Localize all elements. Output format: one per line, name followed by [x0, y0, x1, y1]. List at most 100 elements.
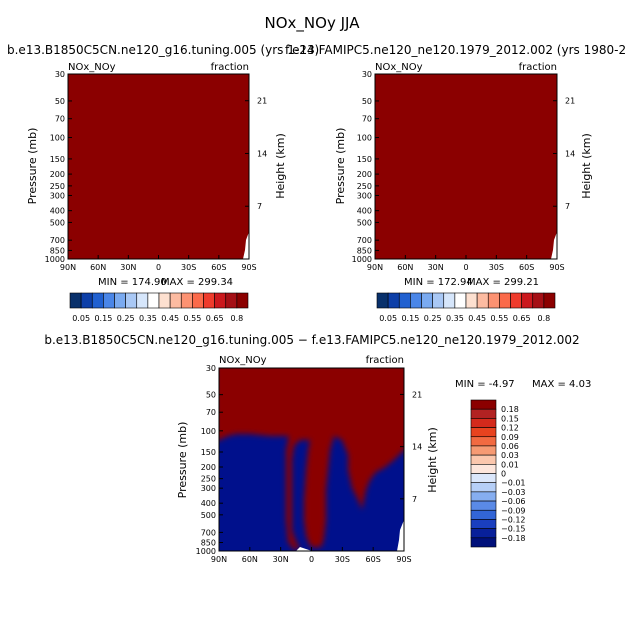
- diff-colorbar-label: 0.12: [501, 424, 519, 433]
- diff-height-tick-label: 7: [412, 495, 417, 504]
- right-y-tick-label: 400: [357, 207, 372, 216]
- right-colorbar-cell: [376, 292, 389, 309]
- diff-colorbar-label: 0: [501, 470, 506, 479]
- left-y-tick-label: 1000: [45, 255, 65, 264]
- diff-y-tick-label: 850: [201, 539, 216, 548]
- diff-colorbar-cell: [470, 482, 497, 493]
- right-colorbar-label: 0.25: [424, 314, 442, 323]
- left-colorbar-cell: [136, 292, 149, 309]
- left-x-tick-labels: 90N 60N 30N 0 30S 60S 90S: [60, 255, 257, 272]
- right-y-tick-label: 850: [357, 246, 372, 255]
- left-y-tick-label: 850: [50, 246, 65, 255]
- left-colorbar-label: 0.45: [161, 314, 179, 323]
- left-colorbar-cell: [103, 292, 115, 309]
- diff-y-tick-label: 400: [201, 499, 216, 508]
- left-colorbar-cell: [147, 292, 160, 309]
- diff-colorbar-label: 0.06: [501, 442, 519, 451]
- diff-y-tick-label: 200: [201, 463, 216, 472]
- diff-surface-mask-mid: [296, 547, 312, 551]
- left-x-tick-label: 60N: [90, 263, 106, 272]
- diff-colorbar: [470, 399, 497, 548]
- left-x-tick-label: 0: [156, 263, 161, 272]
- left-colorbar-cell: [236, 292, 249, 309]
- diff-y-tick-label: 500: [201, 511, 216, 520]
- left-height-tick-label: 21: [257, 97, 267, 106]
- left-y-axis-label: Pressure (mb): [26, 128, 39, 205]
- diff-height-tick-label: 21: [412, 390, 422, 399]
- right-height-tick-label: 21: [565, 97, 575, 106]
- right-height-tick-labels: 21 14 7: [553, 97, 575, 211]
- diff-colorbar-cell: [470, 528, 497, 539]
- right-y-tick-label: 250: [357, 182, 372, 191]
- right-colorbar-cell: [521, 292, 534, 309]
- diff-height-axis-label: Height (km): [426, 427, 439, 493]
- left-colorbar-label: 0.65: [206, 314, 224, 323]
- left-colorbar-cell: [125, 292, 138, 309]
- right-colorbar-cell: [432, 292, 445, 309]
- right-y-tick-label: 150: [357, 155, 372, 164]
- right-y-tick-label: 50: [362, 97, 372, 106]
- left-colorbar-label: 0.25: [117, 314, 135, 323]
- diff-y-tick-label: 70: [206, 408, 216, 417]
- left-colorbar-label: 0.8: [231, 314, 244, 323]
- right-colorbar-cell: [543, 292, 556, 309]
- left-colorbar: [69, 292, 249, 309]
- left-x-tick-label: 90S: [241, 263, 256, 272]
- diff-colorbar-cell: [470, 427, 497, 438]
- left-colorbar-cell: [192, 292, 204, 309]
- left-colorbar-cell: [225, 292, 238, 309]
- left-colorbar-cell: [69, 292, 82, 309]
- left-y-tick-label: 30: [55, 70, 65, 79]
- left-panel: b.e13.B1850C5CN.ne120_g16.tuning.005 (yr…: [7, 43, 319, 323]
- right-y-tick-label: 700: [357, 236, 372, 245]
- diff-surface-mask: [397, 520, 404, 551]
- diff-x-tick-label: 90S: [396, 555, 411, 564]
- diff-y-tick-label: 300: [201, 484, 216, 493]
- diff-height-tick-label: 14: [412, 443, 422, 452]
- diff-y-tick-label: 30: [206, 364, 216, 373]
- left-y-tick-label: 300: [50, 191, 65, 200]
- right-colorbar-cell: [499, 292, 511, 309]
- right-colorbar-cell: [421, 292, 433, 309]
- left-y-tick-label: 400: [50, 207, 65, 216]
- left-x-tick-label: 30N: [120, 263, 136, 272]
- right-min-text: MIN = 172.94: [404, 277, 473, 288]
- right-height-tick-label: 14: [565, 149, 575, 158]
- diff-colorbar-label: −0.12: [501, 515, 526, 524]
- diff-x-tick-label: 30S: [335, 555, 350, 564]
- right-x-tick-labels: 90N 60N 30N 0 30S 60S 90S: [367, 255, 565, 272]
- left-colorbar-cell: [180, 292, 193, 309]
- diff-y-tick-label: 250: [201, 475, 216, 484]
- right-colorbar-cell: [410, 292, 422, 309]
- right-y-axis-label: Pressure (mb): [334, 128, 347, 205]
- left-colorbar-label: 0.55: [183, 314, 201, 323]
- left-colorbar-cell: [203, 292, 215, 309]
- diff-x-tick-label: 90N: [211, 555, 227, 564]
- difference-panel: b.e13.B1850C5CN.ne120_g16.tuning.005 − f…: [44, 333, 591, 564]
- left-colorbar-cell: [214, 292, 227, 309]
- diff-field: [219, 368, 404, 551]
- diff-y-tick-label: 50: [206, 391, 216, 400]
- left-y-tick-label: 50: [55, 97, 65, 106]
- diff-colorbar-cell: [470, 491, 497, 502]
- right-height-tick-label: 7: [565, 202, 570, 211]
- diff-colorbar-label: −0.03: [501, 488, 526, 497]
- diff-colorbar-cell: [470, 519, 497, 529]
- diff-colorbar-cell: [470, 445, 497, 456]
- left-max-text: MAX = 299.34: [161, 277, 233, 288]
- left-field-label: NOx_NOy: [68, 62, 116, 73]
- right-y-tick-label: 200: [357, 170, 372, 179]
- right-colorbar-label: 0.65: [513, 314, 531, 323]
- diff-y-axis-label: Pressure (mb): [176, 422, 189, 499]
- left-height-tick-label: 7: [257, 202, 262, 211]
- diff-colorbar-cell: [470, 537, 497, 548]
- left-field-fill: [68, 74, 249, 259]
- left-surface-mask: [243, 232, 249, 259]
- diff-colorbar-label: 0.09: [501, 433, 519, 442]
- right-colorbar: [376, 292, 556, 309]
- left-y-tick-label: 500: [50, 218, 65, 227]
- left-units-label: fraction: [211, 62, 249, 73]
- right-x-tick-label: 0: [463, 263, 468, 272]
